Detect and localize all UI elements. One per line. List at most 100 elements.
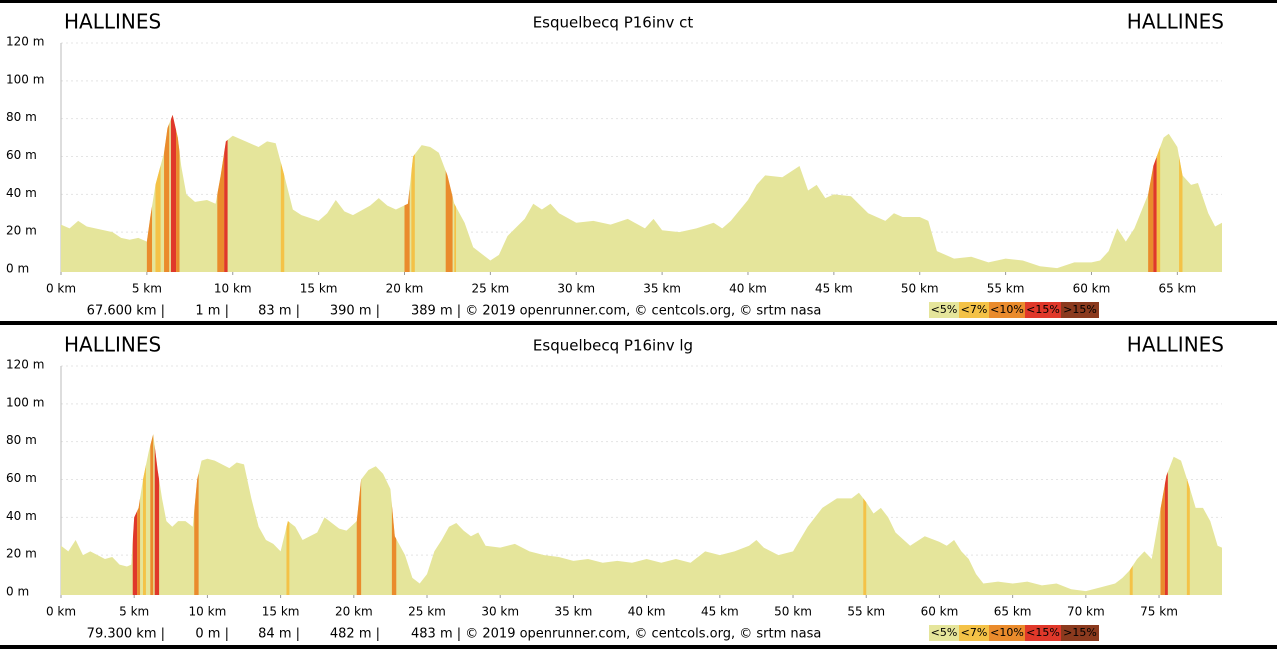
grade-band [194,434,199,595]
x-tick-label: 60 km [921,605,959,619]
grade-band [411,114,415,272]
x-tick-label: 40 km [729,282,767,296]
x-tick-label: 40 km [628,605,666,619]
grade-band [146,114,153,272]
x-tick-label: 65 km [994,605,1032,619]
legend-swatch [1025,625,1061,641]
legend-label: <10% [990,626,1024,639]
footer-stat: 79.300 km | [87,627,165,642]
y-tick-label: 60 m [6,471,37,485]
grade-band [445,114,453,272]
legend-label: <5% [931,626,958,639]
legend-swatch [929,625,959,641]
grade-band [132,434,138,595]
footer-credit: 483 m | © 2019 openrunner.com, © centcol… [411,627,821,642]
grade-band [280,114,285,272]
x-tick-label: 45 km [701,605,739,619]
grade-band [1148,114,1154,272]
legend-label: <10% [990,303,1024,316]
x-tick-label: 25 km [471,282,509,296]
grade-band [170,114,177,272]
grade-band [1156,114,1161,272]
grade-band [1164,434,1168,595]
x-tick-label: 30 km [481,605,519,619]
x-tick-label: 15 km [262,605,300,619]
y-tick-label: 0 m [6,585,29,599]
x-tick-label: 10 km [214,282,252,296]
legend-swatch [989,625,1025,641]
legend-swatch [959,302,989,318]
x-tick-label: 20 km [335,605,373,619]
legend-swatch [929,302,959,318]
x-tick-label: 55 km [987,282,1025,296]
x-tick-label: 10 km [189,605,227,619]
footer-stat: 1 m | [195,304,229,319]
grade-band [863,434,867,595]
grade-band [404,114,410,272]
elevation-area [61,114,1222,272]
legend-swatch [1061,302,1099,318]
end-label: HALLINES [1127,10,1224,34]
footer-stat: 84 m | [258,627,300,642]
grade-band [154,434,160,595]
y-tick-label: 40 m [6,186,37,200]
border [0,321,1277,325]
x-tick-label: 65 km [1158,282,1196,296]
grade-band [1129,434,1133,595]
x-tick-label: 55 km [847,605,885,619]
footer-stat: 0 m | [195,627,229,642]
grade-band [1153,114,1157,272]
grade-band [391,434,397,595]
end-label: HALLINES [1127,333,1224,357]
grade-band [137,434,141,595]
y-tick-label: 80 m [6,433,37,447]
x-tick-label: 35 km [643,282,681,296]
y-tick-label: 40 m [6,509,37,523]
grade-band [176,114,180,272]
start-label: HALLINES [64,10,161,34]
grade-band [164,114,170,272]
x-tick-label: 0 km [46,605,76,619]
legend-swatch [959,625,989,641]
footer-stat: 482 m | [330,627,380,642]
y-tick-label: 120 m [6,358,44,372]
elevation-area [61,434,1222,595]
legend-swatch [1025,302,1061,318]
grade-band [454,114,457,272]
x-tick-label: 45 km [815,282,853,296]
y-tick-label: 80 m [6,110,37,124]
x-tick-label: 25 km [408,605,446,619]
grade-band [142,434,146,595]
x-tick-label: 70 km [1067,605,1105,619]
legend-label: <7% [961,303,988,316]
start-label: HALLINES [64,333,161,357]
y-tick-label: 120 m [6,35,44,49]
grade-band [1179,114,1183,272]
grade-band [217,114,225,272]
x-tick-label: 75 km [1140,605,1178,619]
legend-label: <15% [1026,626,1060,639]
chart-title: Esquelbecq P16inv lg [533,337,693,355]
footer-stat: 67.600 km | [87,304,165,319]
legend-label: >15% [1063,626,1097,639]
x-tick-label: 35 km [555,605,593,619]
legend-label: >15% [1063,303,1097,316]
grade-band [286,434,290,595]
legend-label: <15% [1026,303,1060,316]
grade-band [150,434,154,595]
grade-band [155,114,161,272]
chart-title: Esquelbecq P16inv ct [533,14,694,32]
legend-label: <5% [931,303,958,316]
x-tick-label: 20 km [386,282,424,296]
legend-label: <7% [961,626,988,639]
footer-stat: 83 m | [258,304,300,319]
legend-swatch [1061,625,1099,641]
y-tick-label: 100 m [6,72,44,86]
grade-band [356,434,362,595]
x-tick-label: 5 km [132,282,162,296]
y-tick-label: 20 m [6,547,37,561]
border [0,645,1277,649]
grade-band [224,114,228,272]
x-tick-label: 50 km [901,282,939,296]
x-tick-label: 60 km [1073,282,1111,296]
